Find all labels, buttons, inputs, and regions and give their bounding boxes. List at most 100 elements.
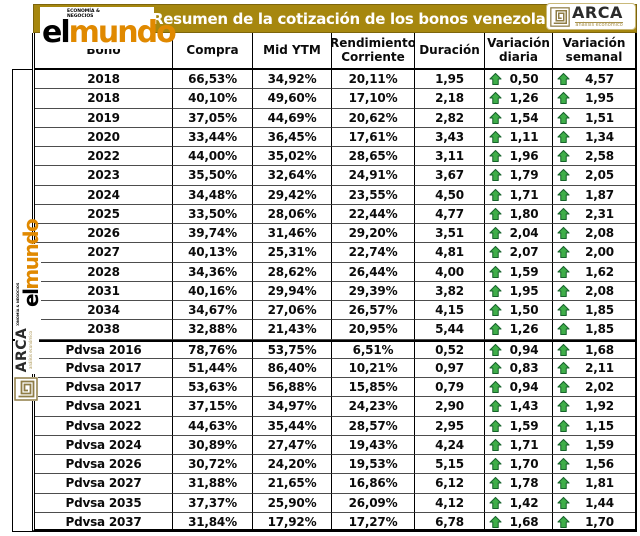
up-arrow-icon [557, 130, 570, 144]
variation-value: 1,95 [509, 283, 539, 298]
up-arrow-icon [557, 284, 570, 298]
variation-value: 1,79 [509, 168, 539, 183]
up-arrow-icon [557, 419, 570, 433]
table-cell: 0,97 [415, 358, 485, 378]
weekly-variation-cell: 2,58 [553, 147, 635, 167]
table-cell: 33,44% [173, 127, 253, 147]
variation-value: 1,43 [509, 399, 539, 414]
table-cell: 40,10% [173, 89, 253, 109]
variation-value: 2,02 [585, 380, 614, 395]
up-arrow-icon [489, 361, 502, 375]
table-cell: 35,50% [173, 166, 253, 186]
table-cell: 4,77 [415, 204, 485, 224]
table-cell: 29,39% [332, 281, 415, 301]
table-cell: 19,43% [332, 435, 415, 455]
daily-variation-cell: 1,43 [485, 397, 553, 417]
table-cell: 33,50% [173, 204, 253, 224]
up-arrow-icon [489, 245, 502, 259]
variation-value: 1,59 [585, 437, 614, 452]
variation-value: 1,54 [509, 110, 539, 125]
bond-name-cell: 2018 [35, 89, 173, 109]
variation-value: 2,08 [585, 226, 614, 241]
variation-value: 1,80 [509, 206, 539, 221]
bond-name-cell: Pdvsa 2016 [35, 339, 173, 359]
table-cell: 26,09% [332, 493, 415, 513]
weekly-variation-cell: 2,11 [553, 359, 635, 378]
outer-frame [12, 69, 33, 532]
daily-variation-cell: 0,94 [485, 339, 553, 359]
table-cell: 37,15% [173, 397, 253, 417]
variation-value: 1,59 [509, 264, 539, 279]
table-cell: 44,63% [173, 416, 253, 436]
weekly-variation-cell: 1,68 [553, 339, 635, 359]
weekly-variation-cell: 1,85 [553, 301, 635, 321]
daily-variation-cell: 1,71 [485, 185, 553, 205]
up-arrow-icon [557, 476, 570, 490]
table-cell: 39,74% [173, 224, 253, 244]
up-arrow-icon [489, 496, 502, 510]
variation-value: 1,92 [585, 399, 614, 414]
table-cell: 53,63% [173, 378, 253, 398]
table-cell: 5,15 [415, 455, 485, 475]
up-arrow-icon [557, 361, 570, 375]
up-arrow-icon [489, 303, 502, 317]
up-arrow-icon [557, 438, 570, 452]
table-cell: 31,46% [253, 224, 332, 244]
table-body: 2018 66,53% 34,92% 20,11% 1,95 0,50 4,57 2018 40… [35, 70, 635, 532]
weekly-variation-cell: 1,34 [553, 128, 635, 147]
arca-wordmark: ARCA análisis económico [572, 5, 623, 28]
table-cell: 3,67 [415, 166, 485, 186]
variation-value: 1,62 [585, 264, 614, 279]
weekly-variation-cell: 1,85 [553, 320, 635, 340]
table-cell: 32,88% [173, 320, 253, 340]
up-arrow-icon [489, 111, 502, 125]
arca-tagline-sidebar: análisis económico [28, 331, 33, 369]
column-header-3: Mid YTM [253, 33, 332, 70]
variation-value: 1,59 [509, 418, 539, 433]
bond-name-cell: Pdvsa 2022 [35, 416, 173, 436]
table-cell: 29,20% [332, 224, 415, 244]
daily-variation-cell: 1,11 [485, 127, 553, 147]
table-cell: 1,95 [415, 70, 485, 90]
up-arrow-icon [557, 226, 570, 240]
daily-variation-cell: 1,79 [485, 166, 553, 186]
variation-value: 1,96 [509, 149, 539, 164]
table-cell: 16,86% [332, 474, 415, 494]
table-cell: 6,78 [415, 512, 485, 532]
arca-logo-sidebar: ARCA análisis económico [14, 326, 39, 374]
variation-value: 0,94 [509, 342, 539, 357]
table-cell: 30,89% [173, 435, 253, 455]
weekly-variation-cell: 1,62 [553, 263, 635, 282]
bond-name-cell: 2026 [35, 224, 173, 244]
variation-value: 2,31 [585, 206, 614, 221]
weekly-variation-cell: 2,05 [553, 166, 635, 186]
up-arrow-icon [489, 149, 502, 163]
daily-variation-cell: 1,95 [485, 281, 553, 301]
daily-variation-cell: 1,59 [485, 416, 553, 436]
table-cell: 3,51 [415, 224, 485, 244]
up-arrow-icon [557, 168, 570, 182]
variation-value: 1,42 [509, 495, 539, 510]
table-cell: 30,72% [173, 455, 253, 475]
up-arrow-icon [489, 284, 502, 298]
variation-value: 1,11 [509, 129, 539, 144]
table-cell: 20,62% [332, 108, 415, 128]
table-cell: 53,75% [253, 339, 332, 359]
bond-name-cell: Pdvsa 2017 [35, 358, 173, 378]
weekly-variation-cell: 1,92 [553, 397, 635, 417]
table-cell: 86,40% [253, 358, 332, 378]
variation-value: 2,58 [585, 149, 614, 164]
up-arrow-icon [557, 496, 570, 510]
daily-variation-cell: 1,59 [485, 262, 553, 282]
daily-variation-cell: 0,83 [485, 358, 553, 378]
up-arrow-icon [557, 245, 570, 259]
up-arrow-icon [557, 343, 570, 357]
weekly-variation-cell: 1,87 [553, 186, 635, 205]
variation-value: 1,81 [585, 476, 614, 491]
variation-value: 1,70 [509, 457, 539, 472]
column-header-5: Duración [415, 33, 485, 70]
variation-value: 1,15 [585, 418, 614, 433]
variation-value: 1,87 [585, 187, 614, 202]
elmundo-suffix-sidebar: mundo [19, 219, 43, 290]
weekly-variation-cell: 1,44 [553, 494, 635, 513]
